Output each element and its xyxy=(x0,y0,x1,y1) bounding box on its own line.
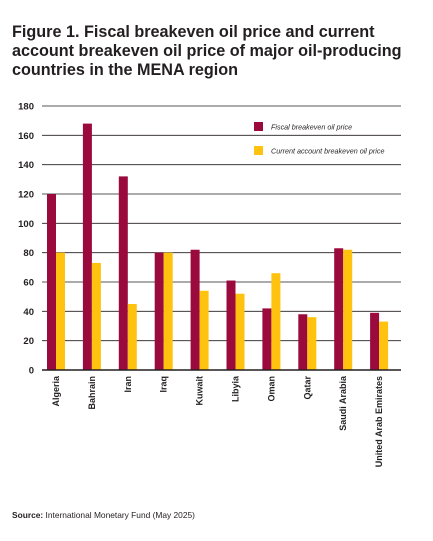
y-tick-label: 80 xyxy=(23,248,34,259)
y-tick-label: 100 xyxy=(18,219,34,230)
y-tick-label: 40 xyxy=(23,307,34,318)
y-tick-label: 60 xyxy=(23,278,34,289)
y-tick-label: 140 xyxy=(18,160,34,171)
x-tick-label: Saudi Arabia xyxy=(338,375,348,431)
source-label: Source: xyxy=(12,510,44,520)
source-note: Source: International Monetary Fund (May… xyxy=(12,510,195,520)
x-axis-labels: Algeria Bahrain Iran Iraq Kuwait Libyia Oman Qa… xyxy=(51,375,384,467)
legend: Fiscal breakeven oil price Current accoun… xyxy=(254,122,384,156)
bar-current-account xyxy=(235,293,245,370)
y-tick-label: 120 xyxy=(18,190,34,201)
bar-current-account xyxy=(56,252,65,370)
bar-current-account xyxy=(127,304,137,370)
y-tick-label: 180 xyxy=(18,102,34,113)
legend-swatch xyxy=(254,146,263,155)
bar-fiscal xyxy=(262,308,272,370)
y-tick-label: 20 xyxy=(23,336,34,347)
bars xyxy=(47,123,389,370)
bar-fiscal xyxy=(370,312,380,370)
bar-fiscal xyxy=(226,280,236,370)
y-tick-label: 160 xyxy=(18,131,34,142)
bar-current-account xyxy=(163,252,173,370)
source-text: International Monetary Fund (May 2025) xyxy=(45,510,195,520)
bar-fiscal xyxy=(334,248,344,370)
bar-current-account xyxy=(271,273,281,370)
x-tick-label: Oman xyxy=(266,376,276,402)
legend-label: Current account breakeven oil price xyxy=(271,147,384,156)
legend-label: Fiscal breakeven oil price xyxy=(271,123,352,132)
bar-fiscal xyxy=(118,176,128,370)
bar-current-account xyxy=(199,290,209,370)
x-tick-label: Algeria xyxy=(51,375,61,407)
x-tick-label: Bahrain xyxy=(87,376,97,410)
bar-current-account xyxy=(379,321,389,370)
bar-current-account xyxy=(91,262,101,370)
bar-current-account xyxy=(307,317,317,370)
bar-fiscal xyxy=(298,314,308,370)
y-axis-labels: 0 20 40 60 80 100 120 140 160 180 xyxy=(18,102,34,377)
bar-fiscal xyxy=(190,249,200,370)
x-tick-label: Iran xyxy=(123,376,133,393)
x-tick-label: Iraq xyxy=(159,376,169,393)
bar-fiscal xyxy=(154,252,164,370)
bar-fiscal xyxy=(82,123,92,370)
x-tick-label: Libyia xyxy=(231,375,241,402)
chart-title: Figure 1. Fiscal breakeven oil price and… xyxy=(12,23,402,79)
legend-swatch xyxy=(254,122,263,131)
x-tick-label: Qatar xyxy=(302,376,312,400)
bar-current-account xyxy=(343,249,353,370)
x-tick-label: Kuwait xyxy=(195,376,205,406)
gridlines xyxy=(42,105,401,342)
bar-fiscal xyxy=(47,194,56,370)
y-tick-label: 0 xyxy=(29,366,34,377)
x-tick-label: United Arab Emirates xyxy=(374,376,384,467)
